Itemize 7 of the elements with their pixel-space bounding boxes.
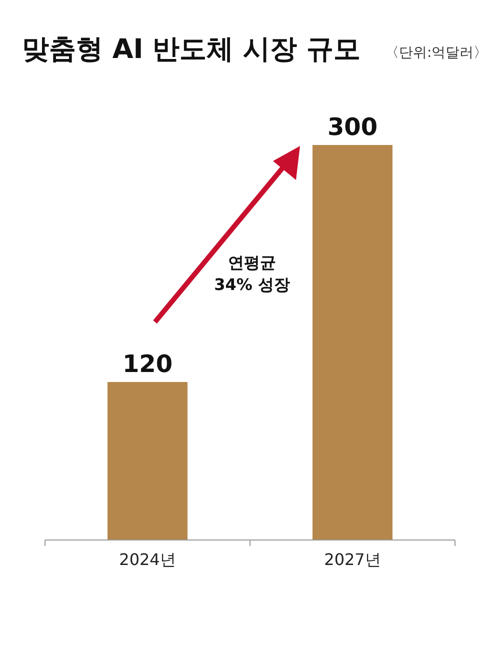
x-tick-label: 2027년 [324,550,381,569]
chart-title: 맞춤형 AI 반도체 시장 규모 [22,34,361,65]
x-tick-label: 2024년 [119,550,176,569]
data-label: 300 [327,113,378,141]
data-label: 120 [122,350,173,378]
chart-subtitle: 〈단위:억달러〉 [385,45,488,61]
annotation: 연평균 34% 성장 [214,253,290,294]
